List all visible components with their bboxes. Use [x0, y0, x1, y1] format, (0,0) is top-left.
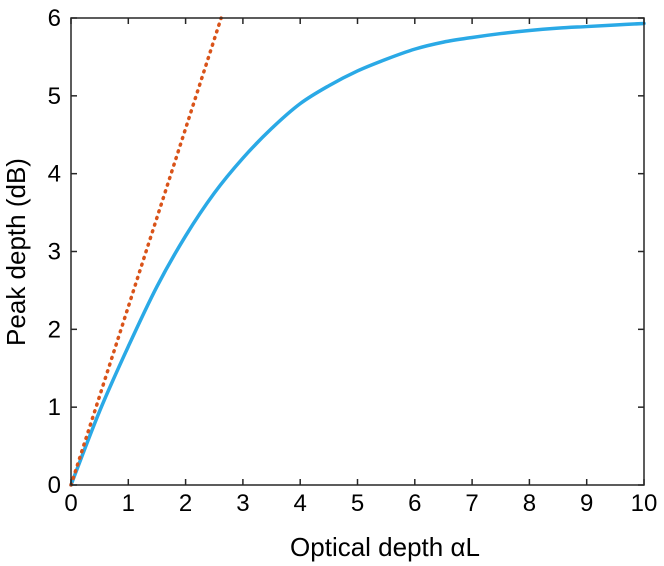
y-tick-label: 0: [48, 472, 61, 499]
x-tick-label: 10: [631, 490, 658, 517]
x-tick-label: 9: [580, 490, 593, 517]
y-tick-label: 4: [48, 161, 61, 188]
y-axis: 0 1 2 3 4 5 6: [48, 5, 644, 499]
y-tick-label: 6: [48, 5, 61, 32]
y-axis-title: Peak depth (dB): [1, 158, 31, 346]
series-line-solid: [69, 21, 646, 487]
x-tick-label: 8: [523, 490, 536, 517]
x-tick-label: 1: [122, 490, 135, 517]
plot-frame: [70, 17, 645, 486]
x-tick-label: 6: [408, 490, 421, 517]
x-axis-title: Optical depth αL: [290, 532, 480, 562]
y-tick-label: 5: [48, 83, 61, 110]
y-tick-label: 1: [48, 394, 61, 421]
x-axis: 0 1 2 3 4 5 6 7 8 9 10: [64, 18, 657, 517]
series-layer: [69, 16, 646, 487]
series-line-dotted: [69, 16, 223, 487]
x-tick-label: 0: [64, 490, 77, 517]
x-tick-label: 4: [294, 490, 307, 517]
x-tick-label: 3: [236, 490, 249, 517]
x-tick-label: 2: [179, 490, 192, 517]
x-tick-label: 7: [465, 490, 478, 517]
x-tick-label: 5: [351, 490, 364, 517]
y-tick-label: 3: [48, 239, 61, 266]
y-tick-label: 2: [48, 316, 61, 343]
